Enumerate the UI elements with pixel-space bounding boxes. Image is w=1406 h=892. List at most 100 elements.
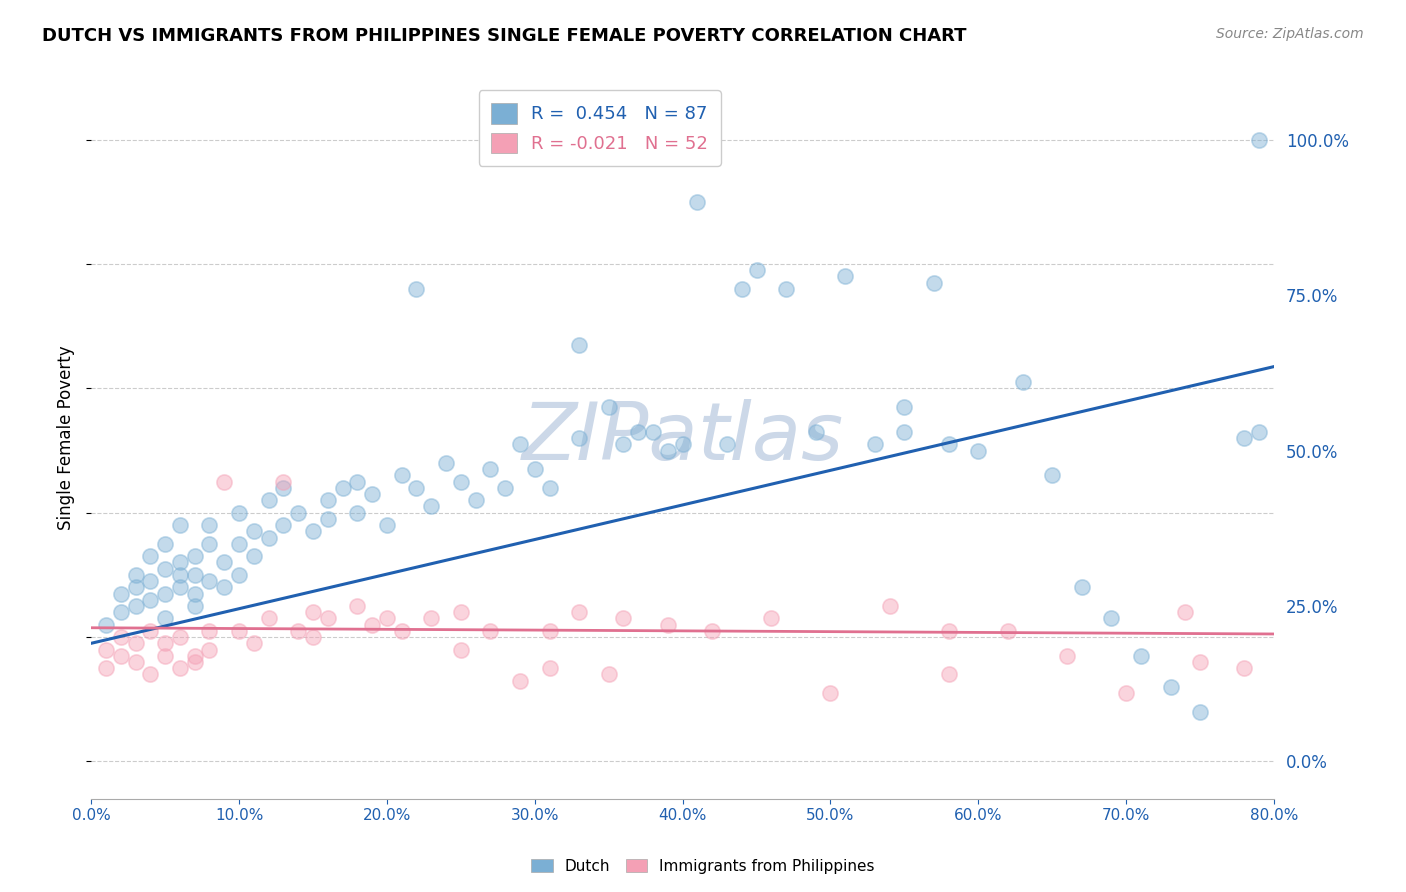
Point [273, 475, 295, 489]
Point [1174, 605, 1197, 619]
Point [922, 276, 945, 290]
Point [509, 437, 531, 451]
Point [139, 549, 162, 564]
Point [94, 642, 117, 657]
Point [997, 624, 1019, 638]
Point [745, 263, 768, 277]
Point [228, 568, 250, 582]
Point [420, 611, 443, 625]
Point [346, 599, 368, 613]
Point [153, 537, 176, 551]
Point [124, 568, 146, 582]
Point [346, 475, 368, 489]
Point [198, 518, 221, 533]
Point [450, 642, 472, 657]
Point [287, 506, 309, 520]
Point [893, 425, 915, 439]
Point [332, 481, 354, 495]
Point [228, 537, 250, 551]
Point [464, 493, 486, 508]
Point [405, 481, 427, 495]
Text: DUTCH VS IMMIGRANTS FROM PHILIPPINES SINGLE FEMALE POVERTY CORRELATION CHART: DUTCH VS IMMIGRANTS FROM PHILIPPINES SIN… [42, 27, 967, 45]
Point [183, 586, 205, 600]
Point [124, 580, 146, 594]
Point [1099, 611, 1122, 625]
Point [212, 556, 235, 570]
Point [153, 636, 176, 650]
Point [139, 574, 162, 588]
Point [110, 586, 132, 600]
Point [731, 282, 754, 296]
Point [153, 586, 176, 600]
Point [657, 443, 679, 458]
Point [1070, 580, 1092, 594]
Point [1056, 648, 1078, 663]
Point [494, 481, 516, 495]
Point [346, 506, 368, 520]
Point [316, 512, 339, 526]
Point [273, 481, 295, 495]
Point [568, 431, 591, 445]
Point [375, 518, 398, 533]
Point [879, 599, 901, 613]
Point [153, 648, 176, 663]
Point [212, 475, 235, 489]
Point [287, 624, 309, 638]
Point [775, 282, 797, 296]
Point [169, 630, 191, 644]
Point [257, 493, 280, 508]
Point [1160, 680, 1182, 694]
Point [612, 437, 634, 451]
Text: ZIPatlas: ZIPatlas [522, 399, 844, 477]
Point [243, 524, 266, 539]
Point [1233, 431, 1256, 445]
Point [1040, 468, 1063, 483]
Point [228, 624, 250, 638]
Point [169, 518, 191, 533]
Point [893, 400, 915, 414]
Point [1233, 661, 1256, 675]
Point [1189, 655, 1212, 669]
Point [863, 437, 886, 451]
Point [671, 437, 693, 451]
Point [1189, 705, 1212, 719]
Point [124, 599, 146, 613]
Point [450, 475, 472, 489]
Point [273, 518, 295, 533]
Point [243, 549, 266, 564]
Point [820, 686, 842, 700]
Point [257, 611, 280, 625]
Point [598, 400, 620, 414]
Point [686, 194, 709, 209]
Point [598, 667, 620, 681]
Legend: Dutch, Immigrants from Philippines: Dutch, Immigrants from Philippines [524, 853, 882, 880]
Point [153, 611, 176, 625]
Point [804, 425, 827, 439]
Point [538, 481, 561, 495]
Point [94, 617, 117, 632]
Point [124, 655, 146, 669]
Point [183, 549, 205, 564]
Point [302, 630, 325, 644]
Point [257, 531, 280, 545]
Point [716, 437, 738, 451]
Point [110, 648, 132, 663]
Point [139, 624, 162, 638]
Point [228, 506, 250, 520]
Point [938, 667, 960, 681]
Point [183, 568, 205, 582]
Point [183, 648, 205, 663]
Point [938, 624, 960, 638]
Point [538, 661, 561, 675]
Point [405, 282, 427, 296]
Point [702, 624, 724, 638]
Point [1011, 375, 1033, 389]
Point [302, 524, 325, 539]
Point [1249, 133, 1271, 147]
Y-axis label: Single Female Poverty: Single Female Poverty [58, 346, 75, 531]
Point [1115, 686, 1137, 700]
Point [198, 642, 221, 657]
Point [538, 624, 561, 638]
Point [761, 611, 783, 625]
Point [183, 655, 205, 669]
